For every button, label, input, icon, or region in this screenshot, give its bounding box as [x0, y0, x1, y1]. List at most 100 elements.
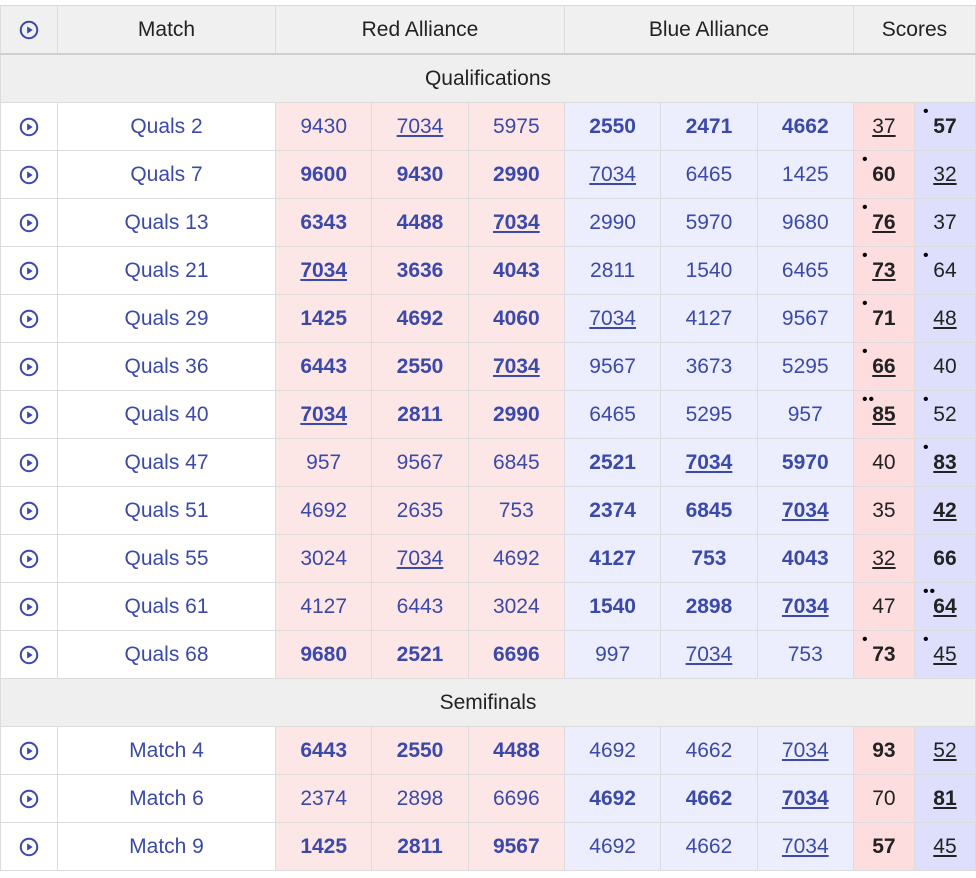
red-team-link[interactable]: 9600	[300, 162, 348, 186]
blue-team-link[interactable]: 3673	[685, 354, 733, 378]
blue-team-link[interactable]: 7034	[781, 594, 829, 618]
red-team-link[interactable]: 6696	[492, 786, 540, 810]
red-team-link[interactable]: 9567	[396, 450, 444, 474]
red-team-link[interactable]: 9567	[492, 834, 540, 858]
blue-team-link[interactable]: 753	[691, 546, 727, 570]
blue-team-link[interactable]: 5295	[781, 354, 829, 378]
blue-team-link[interactable]: 4127	[685, 306, 733, 330]
blue-team-link[interactable]: 7034	[781, 738, 829, 762]
red-team-link[interactable]: 6343	[300, 210, 348, 234]
red-team-link[interactable]: 4127	[300, 594, 348, 618]
red-team-link[interactable]: 3024	[492, 594, 540, 618]
play-video-cell[interactable]	[0, 486, 58, 535]
match-name-link[interactable]: Quals 7	[56, 150, 277, 199]
blue-team-link[interactable]: 7034	[781, 786, 829, 810]
red-team-link[interactable]: 2990	[492, 402, 540, 426]
play-video-cell[interactable]	[0, 774, 58, 823]
red-team-link[interactable]: 6443	[300, 354, 348, 378]
blue-team-link[interactable]: 2521	[589, 450, 636, 474]
play-video-cell[interactable]	[0, 390, 58, 439]
red-team-link[interactable]: 9430	[396, 162, 444, 186]
blue-team-link[interactable]: 4692	[589, 786, 636, 810]
play-video-cell[interactable]	[0, 438, 58, 487]
blue-team-link[interactable]: 6845	[685, 498, 733, 522]
play-circle-icon[interactable]	[18, 404, 40, 426]
blue-team-link[interactable]: 2898	[685, 594, 733, 618]
red-team-link[interactable]: 6443	[300, 738, 348, 762]
play-video-cell[interactable]	[0, 246, 58, 295]
blue-team-link[interactable]: 753	[787, 642, 823, 666]
red-team-link[interactable]: 4692	[300, 498, 348, 522]
blue-team-link[interactable]: 6465	[589, 402, 636, 426]
blue-team-link[interactable]: 4662	[685, 834, 733, 858]
blue-team-link[interactable]: 4662	[781, 114, 829, 138]
blue-team-link[interactable]: 2374	[589, 498, 636, 522]
play-video-cell[interactable]	[0, 294, 58, 343]
blue-team-link[interactable]: 2471	[685, 114, 733, 138]
play-circle-icon[interactable]	[18, 308, 40, 330]
match-name-link[interactable]: Match 9	[56, 822, 277, 871]
red-team-link[interactable]: 7034	[492, 210, 540, 234]
blue-team-link[interactable]: 1425	[781, 162, 829, 186]
red-team-link[interactable]: 4692	[492, 546, 540, 570]
red-team-link[interactable]: 3636	[396, 258, 444, 282]
blue-team-link[interactable]: 4662	[685, 786, 733, 810]
play-circle-icon[interactable]	[18, 836, 40, 858]
match-name-link[interactable]: Quals 13	[56, 198, 277, 247]
red-team-link[interactable]: 6443	[396, 594, 444, 618]
play-circle-icon[interactable]	[18, 356, 40, 378]
play-video-cell[interactable]	[0, 822, 58, 871]
red-team-link[interactable]: 9430	[300, 114, 348, 138]
red-team-link[interactable]: 2811	[397, 402, 443, 426]
play-video-cell[interactable]	[0, 534, 58, 583]
play-circle-icon[interactable]	[18, 452, 40, 474]
match-name-link[interactable]: Quals 21	[56, 246, 277, 295]
blue-team-link[interactable]: 1540	[589, 594, 636, 618]
red-team-link[interactable]: 1425	[300, 834, 348, 858]
red-team-link[interactable]: 5975	[492, 114, 540, 138]
match-name-link[interactable]: Quals 40	[56, 390, 277, 439]
match-name-link[interactable]: Quals 2	[56, 102, 277, 151]
blue-team-link[interactable]: 4662	[685, 738, 733, 762]
play-circle-icon[interactable]	[18, 116, 40, 138]
red-team-link[interactable]: 2990	[492, 162, 540, 186]
blue-team-link[interactable]: 4692	[589, 738, 636, 762]
blue-team-link[interactable]: 1540	[685, 258, 733, 282]
play-video-cell[interactable]	[0, 150, 58, 199]
blue-team-link[interactable]: 7034	[781, 834, 829, 858]
blue-team-link[interactable]: 9567	[781, 306, 829, 330]
red-team-link[interactable]: 7034	[300, 258, 348, 282]
red-team-link[interactable]: 2550	[396, 354, 444, 378]
match-name-link[interactable]: Quals 36	[56, 342, 277, 391]
red-team-link[interactable]: 4692	[396, 306, 444, 330]
play-circle-icon[interactable]	[18, 260, 40, 282]
blue-team-link[interactable]: 4127	[589, 546, 636, 570]
blue-team-link[interactable]: 9567	[589, 354, 636, 378]
red-team-link[interactable]: 4060	[492, 306, 540, 330]
play-video-cell[interactable]	[0, 102, 58, 151]
blue-team-link[interactable]: 4043	[781, 546, 829, 570]
blue-team-link[interactable]: 5295	[685, 402, 733, 426]
blue-team-link[interactable]: 7034	[589, 162, 636, 186]
match-name-link[interactable]: Quals 47	[56, 438, 277, 487]
play-circle-icon[interactable]	[18, 164, 40, 186]
blue-team-link[interactable]: 7034	[685, 642, 733, 666]
play-video-cell[interactable]	[0, 342, 58, 391]
red-team-link[interactable]: 957	[306, 450, 342, 474]
match-name-link[interactable]: Quals 68	[56, 630, 277, 679]
red-team-link[interactable]: 2811	[397, 834, 443, 858]
red-team-link[interactable]: 4043	[492, 258, 540, 282]
play-circle-icon[interactable]	[18, 644, 40, 666]
match-name-link[interactable]: Match 4	[56, 726, 277, 775]
match-name-link[interactable]: Quals 51	[56, 486, 277, 535]
blue-team-link[interactable]: 5970	[685, 210, 733, 234]
red-team-link[interactable]: 2521	[396, 642, 444, 666]
play-video-cell[interactable]	[0, 582, 58, 631]
red-team-link[interactable]: 3024	[300, 546, 348, 570]
blue-team-link[interactable]: 9680	[781, 210, 829, 234]
play-circle-icon[interactable]	[18, 596, 40, 618]
blue-team-link[interactable]: 997	[595, 642, 631, 666]
red-team-link[interactable]: 1425	[300, 306, 348, 330]
red-team-link[interactable]: 2374	[300, 786, 348, 810]
play-circle-icon[interactable]	[18, 740, 40, 762]
